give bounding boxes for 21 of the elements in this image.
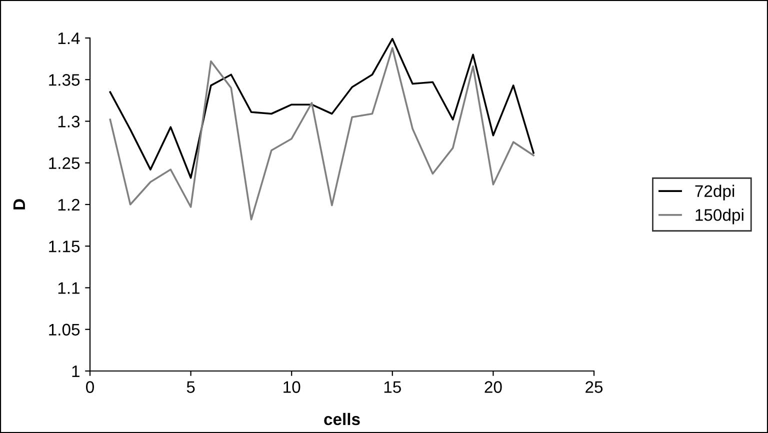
legend-label: 72dpi xyxy=(695,184,734,200)
x-tick-label: 10 xyxy=(284,381,300,393)
y-tick-label: 1.2 xyxy=(58,198,80,211)
y-tick-label: 1.35 xyxy=(49,74,80,86)
legend-label: 150dpi xyxy=(696,208,744,224)
x-tick-label: 0 xyxy=(86,381,94,393)
x-tick-label: 5 xyxy=(186,381,195,393)
x-tick-label: 15 xyxy=(384,381,401,393)
y-tick-label: 1.3 xyxy=(58,116,80,128)
y-tick-label: 1.25 xyxy=(49,157,80,170)
y-tick-label: 1.4 xyxy=(58,32,80,44)
line-series xyxy=(109,38,534,179)
y-tick-label: 1 xyxy=(72,366,80,378)
y-tick-label: 1.05 xyxy=(49,324,80,336)
y-tick-label: 1.15 xyxy=(49,240,80,252)
x-tick-label: 25 xyxy=(586,381,603,393)
y-axis-title: D xyxy=(13,199,25,210)
x-axis-title: cells xyxy=(324,412,360,426)
x-tick-label: 20 xyxy=(484,381,502,393)
y-tick-label: 1.1 xyxy=(58,282,80,294)
line-series xyxy=(109,47,534,220)
